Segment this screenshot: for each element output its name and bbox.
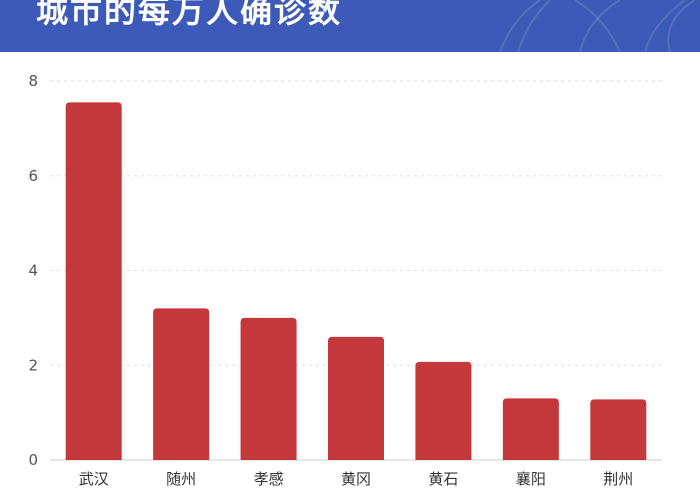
x-category-label: 武汉 (79, 470, 109, 488)
x-axis-labels: 武汉 随州 孝感 黄冈 黄石 襄阳 荆州 (79, 470, 634, 488)
y-tick-label: 0 (28, 451, 38, 469)
x-category-label: 黄冈 (341, 470, 371, 488)
bar-6 (502, 398, 559, 460)
y-tick-label: 2 (28, 356, 38, 374)
bar-1 (65, 102, 122, 460)
bar-4 (328, 336, 384, 460)
x-category-label: 孝感 (254, 470, 284, 488)
y-tick-label: 4 (28, 262, 38, 280)
chart-title: 城市的每万人确诊数 (36, 0, 343, 30)
x-category-label: 荆州 (603, 470, 633, 488)
header-banner: 城市的每万人确诊数 (0, 0, 700, 52)
x-category-label: 随州 (166, 470, 196, 488)
y-tick-label: 8 (28, 72, 38, 90)
x-category-label: 黄石 (428, 470, 458, 488)
bar-7 (590, 399, 647, 460)
bar-2 (153, 308, 210, 460)
gridlines (50, 80, 662, 366)
leaf-decoration-icon (499, 0, 696, 52)
y-tick-label: 6 (28, 167, 38, 185)
bars (65, 102, 647, 460)
bar-chart: 0 2 4 6 8 武汉 随州 孝感 黄冈 黄石 襄阳 荆州 (28, 72, 662, 488)
x-category-label: 襄阳 (516, 470, 546, 488)
bar-5 (415, 361, 472, 460)
bar-3 (240, 317, 297, 460)
